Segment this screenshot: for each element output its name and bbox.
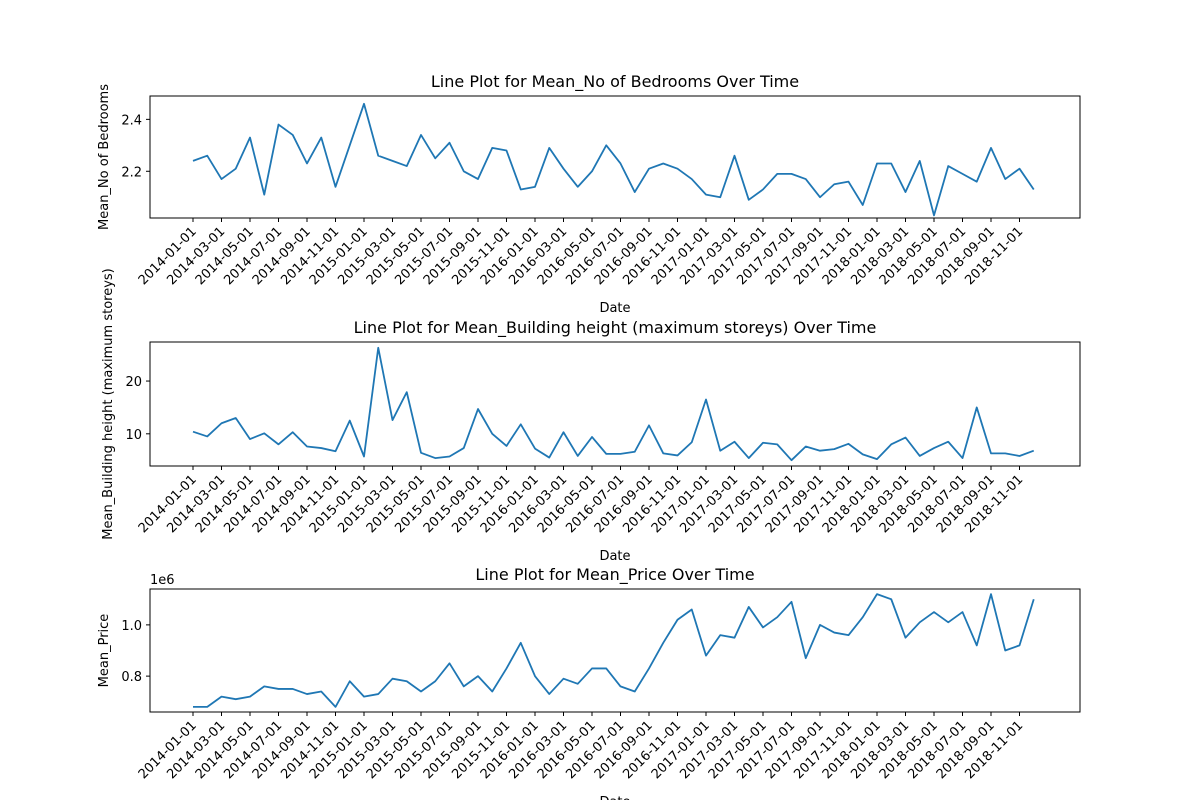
x-axis-label: Date xyxy=(599,301,630,316)
plot-frame xyxy=(149,95,1081,219)
chart-title: Line Plot for Mean_No of Bedrooms Over T… xyxy=(431,72,799,92)
y-tick-label: 2.2 xyxy=(121,165,142,180)
x-axis-label: Date xyxy=(599,549,630,564)
chart-2: Line Plot for Mean_Building height (maxi… xyxy=(101,268,1081,564)
chart-1: Line Plot for Mean_No of Bedrooms Over T… xyxy=(97,72,1081,316)
series-line xyxy=(192,346,1035,462)
chart-title: Line Plot for Mean_Price Over Time xyxy=(475,565,754,585)
y-tick-label: 1.0 xyxy=(121,619,142,634)
y-axis-label: Mean_Building height (maximum storeys) xyxy=(101,268,116,539)
chart-3: Line Plot for Mean_Price Over Time 0.8 1.0… xyxy=(97,565,1081,800)
y-axis-label: Mean_No of Bedrooms xyxy=(97,84,112,230)
y-tick-label: 0.8 xyxy=(121,670,142,685)
series-line xyxy=(193,593,1035,708)
plot-frame xyxy=(149,341,1081,467)
series-line xyxy=(192,102,1035,217)
axis-offset-label: 1e6 xyxy=(150,573,175,588)
y-axis-label: Mean_Price xyxy=(97,614,112,688)
y-tick-label: 20 xyxy=(125,375,142,390)
chart-title: Line Plot for Mean_Building height (maxi… xyxy=(354,318,877,338)
y-tick-label: 2.4 xyxy=(121,113,142,128)
plot-frame xyxy=(149,588,1081,713)
y-tick-label: 10 xyxy=(125,428,142,443)
x-axis-label: Date xyxy=(599,795,630,800)
